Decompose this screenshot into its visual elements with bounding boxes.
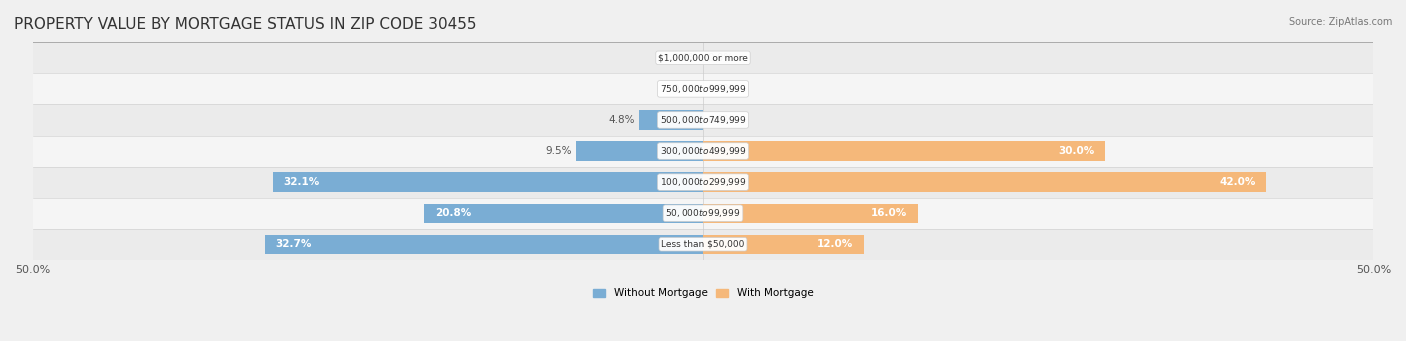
Text: $100,000 to $299,999: $100,000 to $299,999 [659,176,747,188]
Text: $1,000,000 or more: $1,000,000 or more [658,53,748,62]
Text: 0.0%: 0.0% [707,53,734,63]
Text: 9.5%: 9.5% [546,146,572,156]
Text: PROPERTY VALUE BY MORTGAGE STATUS IN ZIP CODE 30455: PROPERTY VALUE BY MORTGAGE STATUS IN ZIP… [14,17,477,32]
Text: 0.0%: 0.0% [672,84,699,94]
Text: 0.0%: 0.0% [707,84,734,94]
Text: 4.8%: 4.8% [609,115,634,125]
Text: 12.0%: 12.0% [817,239,853,249]
Text: Less than $50,000: Less than $50,000 [661,240,745,249]
Text: 0.0%: 0.0% [672,53,699,63]
Bar [32,229,1374,260]
Bar [32,167,1374,198]
Legend: Without Mortgage, With Mortgage: Without Mortgage, With Mortgage [589,284,817,302]
Bar [703,173,1267,192]
Bar [638,110,703,130]
Text: 32.7%: 32.7% [276,239,312,249]
Text: 32.1%: 32.1% [284,177,319,187]
Text: 0.0%: 0.0% [707,115,734,125]
Text: $300,000 to $499,999: $300,000 to $499,999 [659,145,747,157]
Bar [273,173,703,192]
Bar [425,204,703,223]
Bar [32,73,1374,104]
Bar [703,204,918,223]
Bar [703,235,863,254]
Bar [32,42,1374,73]
Text: 42.0%: 42.0% [1219,177,1256,187]
Bar [32,198,1374,229]
Text: Source: ZipAtlas.com: Source: ZipAtlas.com [1288,17,1392,27]
Text: $500,000 to $749,999: $500,000 to $749,999 [659,114,747,126]
Bar [703,142,1105,161]
Text: 20.8%: 20.8% [434,208,471,218]
Bar [32,104,1374,135]
Text: $750,000 to $999,999: $750,000 to $999,999 [659,83,747,95]
Text: 30.0%: 30.0% [1059,146,1094,156]
Text: 16.0%: 16.0% [870,208,907,218]
Text: $50,000 to $99,999: $50,000 to $99,999 [665,207,741,219]
Bar [264,235,703,254]
Bar [32,135,1374,167]
Bar [575,142,703,161]
